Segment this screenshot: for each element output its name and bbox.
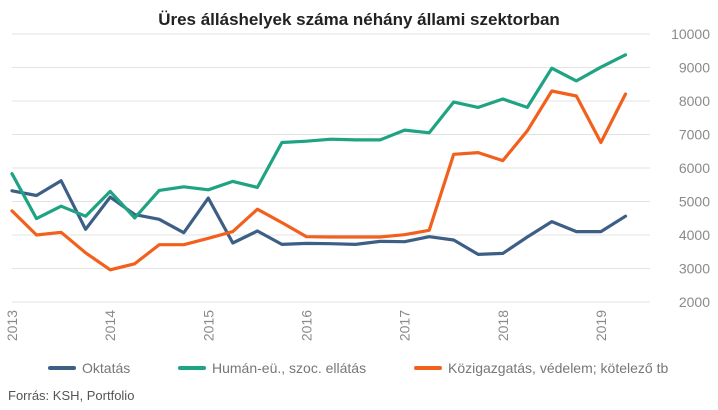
- legend: Oktatás Humán-eü., szoc. ellátás Közigazga…: [0, 360, 718, 386]
- y-tick-label: 3000: [679, 261, 710, 277]
- series-line-1: [10, 179, 628, 256]
- source-note: Forrás: KSH, Portfolio: [8, 388, 135, 403]
- y-tick-label: 9000: [679, 60, 710, 76]
- x-tick-label: 2016: [298, 310, 314, 341]
- x-tick-label: 2019: [593, 310, 609, 341]
- y-tick-label: 2000: [679, 294, 710, 310]
- legend-swatch: [178, 366, 206, 370]
- legend-swatch: [414, 366, 442, 370]
- y-axis-ticks: 2000 3000 4000 5000 6000 7000 8000 9000 10000: [671, 26, 710, 310]
- series-line-2: [10, 53, 628, 221]
- legend-swatch: [48, 366, 76, 370]
- x-tick-label: 2015: [200, 310, 216, 341]
- y-tick-label: 6000: [679, 160, 710, 176]
- x-tick-label: 2014: [102, 310, 118, 341]
- x-axis-ticks: 2013 2014 2015 2016 2017 2018 2019: [4, 310, 609, 341]
- legend-label: Oktatás: [82, 360, 131, 376]
- legend-item: Oktatás: [48, 360, 130, 376]
- y-tick-label: 7000: [679, 127, 710, 143]
- series-line-3: [10, 89, 628, 272]
- y-tick-label: 5000: [679, 194, 710, 210]
- y-tick-label: 8000: [679, 93, 710, 109]
- legend-item: Humán-eü., szoc. ellátás: [178, 360, 366, 376]
- series-lines: [10, 53, 628, 272]
- x-tick-label: 2018: [495, 310, 511, 341]
- y-tick-label: 10000: [671, 26, 710, 42]
- gridlines: [12, 33, 650, 303]
- legend-label: Humán-eü., szoc. ellátás: [212, 360, 367, 376]
- x-tick-label: 2013: [4, 310, 20, 341]
- x-tick-label: 2017: [397, 310, 413, 341]
- y-tick-label: 4000: [679, 227, 710, 243]
- chart-title: Üres álláshelyek száma néhány állami sze…: [158, 10, 560, 29]
- legend-item: Közigazgatás, védelem; kötelező tb: [414, 360, 668, 376]
- legend-label: Közigazgatás, védelem; kötelező tb: [448, 360, 669, 376]
